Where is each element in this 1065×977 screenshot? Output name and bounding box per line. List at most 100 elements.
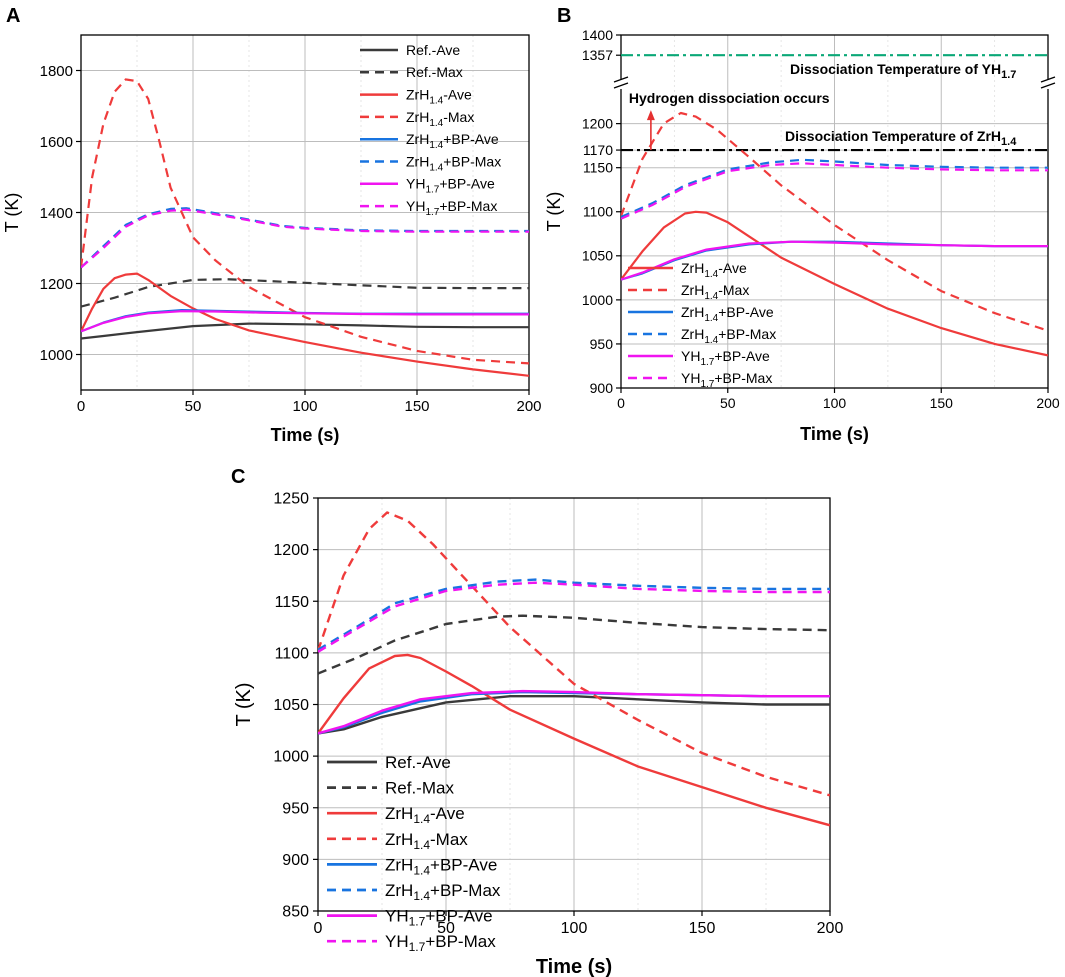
threshold-label: Dissociation Temperature of ZrH1.4 xyxy=(785,128,1017,148)
legend-label: Ref.-Ave xyxy=(385,753,451,772)
y-tick-label: 1000 xyxy=(273,749,309,766)
axis-break-gap xyxy=(615,79,627,89)
panel-a-chart: 0 50 100 150 200 1000 1200 1400 1600 1800 Time (s)… xyxy=(2,34,542,445)
y-axis-label: T (K) xyxy=(233,682,255,726)
y-tick-label: 1100 xyxy=(275,645,310,662)
series-line-Ref.-Max xyxy=(81,278,529,308)
x-tick-label: 0 xyxy=(617,395,625,411)
x-tick-label: 150 xyxy=(689,920,716,937)
series-line-ZrH1.4+BP-Max xyxy=(318,578,830,651)
x-tick-label: 200 xyxy=(817,920,844,937)
series-group xyxy=(318,511,830,827)
legend-label: Ref.-Max xyxy=(406,64,463,80)
legend-label: ZrH1.4+BP-Ave xyxy=(406,131,499,151)
panel-label-b: B xyxy=(557,5,571,27)
legend-label: YH1.7+BP-Max xyxy=(681,370,772,390)
legend-label: ZrH1.4-Max xyxy=(406,109,474,129)
y-tick-label: 1200 xyxy=(273,542,309,559)
threshold-label: Dissociation Temperature of YH1.7 xyxy=(790,61,1016,81)
series-line-ZrH1.4-Max xyxy=(621,111,1048,332)
x-tick-label: 50 xyxy=(437,920,455,937)
y-axis-label: T (K) xyxy=(2,193,22,233)
y-tick-label: 1000 xyxy=(40,347,73,364)
series-line-ZrH1.4-Ave xyxy=(318,653,830,827)
annotation-arrowhead xyxy=(646,110,655,121)
legend: Ref.-AveRef.-MaxZrH1.4-AveZrH1.4-MaxZrH1… xyxy=(360,42,501,218)
series-line-YH1.7+BP-Ave xyxy=(81,310,529,333)
x-tick-label: 100 xyxy=(292,398,317,415)
y-tick-label: 1800 xyxy=(40,63,73,80)
series-line-YH1.7+BP-Max xyxy=(318,581,830,653)
series-line-ZrH1.4-Ave xyxy=(621,210,1048,357)
legend-label: Ref.-Max xyxy=(385,779,454,798)
x-axis-label: Time (s) xyxy=(271,425,340,445)
y-tick-label: 950 xyxy=(282,800,309,817)
axis-break-mark xyxy=(1040,82,1056,89)
x-axis-label: Time (s) xyxy=(536,956,612,977)
y-tick-label: 1250 xyxy=(273,491,309,508)
legend-label: ZrH1.4+BP-Max xyxy=(385,881,501,903)
y-tick-label: 1357 xyxy=(582,47,613,63)
axis-break-mark xyxy=(1040,76,1056,83)
legend-label: YH1.7+BP-Ave xyxy=(385,907,493,929)
series-line-YH1.7+BP-Ave xyxy=(318,689,830,735)
series-line-ZrH1.4+BP-Max xyxy=(621,158,1048,219)
legend-label: ZrH1.4-Ave xyxy=(406,87,472,107)
series-line-ZrH1.4-Ave xyxy=(81,272,529,377)
y-tick-label: 1400 xyxy=(582,27,613,43)
legend: ZrH1.4-AveZrH1.4-MaxZrH1.4+BP-AveZrH1.4+… xyxy=(628,260,776,390)
legend-label: YH1.7+BP-Max xyxy=(385,932,496,954)
annotation-text: Hydrogen dissociation occurs xyxy=(629,90,830,106)
series-line-YH1.7+BP-Ave xyxy=(621,240,1048,281)
legend-label: ZrH1.4+BP-Ave xyxy=(385,855,497,877)
y-tick-label: 850 xyxy=(282,904,309,921)
legend-label: ZrH1.4+BP-Ave xyxy=(681,304,774,324)
series-line-Ref.-Ave xyxy=(318,695,830,735)
x-axis-label: Time (s) xyxy=(800,424,869,444)
series-line-Ref.-Ave xyxy=(81,322,529,340)
legend-label: YH1.7+BP-Max xyxy=(406,198,497,218)
series-line-ZrH1.4-Max xyxy=(81,78,529,365)
legend-label: ZrH1.4-Max xyxy=(385,830,468,852)
x-tick-label: 50 xyxy=(720,395,736,411)
x-tick-label: 50 xyxy=(185,398,202,415)
y-tick-label: 1050 xyxy=(582,248,613,264)
legend-label: YH1.7+BP-Ave xyxy=(681,348,770,368)
y-tick-label: 1400 xyxy=(40,205,73,222)
x-tick-label: 150 xyxy=(930,395,954,411)
y-tick-label: 1000 xyxy=(582,292,613,308)
series-line-YH1.7+BP-Max xyxy=(621,162,1048,220)
legend-label: ZrH1.4-Max xyxy=(681,282,749,302)
y-tick-label: 1170 xyxy=(583,142,613,158)
panel-b-chart: 0 50 100 150 200 900 950 1000 1050 1100 1150 1170 12… xyxy=(544,27,1060,444)
legend-label: ZrH1.4+BP-Max xyxy=(681,326,776,346)
panel-label-a: A xyxy=(6,5,20,27)
x-tick-label: 100 xyxy=(823,395,847,411)
legend-label: ZrH1.4+BP-Max xyxy=(406,153,501,173)
panel-label-c: C xyxy=(231,466,245,488)
x-tick-label: 0 xyxy=(77,398,85,415)
series-line-YH1.7+BP-Max xyxy=(81,208,529,269)
series-group xyxy=(81,78,529,377)
x-tick-label: 100 xyxy=(561,920,588,937)
y-tick-label: 1600 xyxy=(40,134,73,151)
y-tick-label: 900 xyxy=(590,380,614,396)
legend: Ref.-Ave Ref.-Max ZrH1.4-Ave ZrH1.4-Max ZrH1… xyxy=(327,753,501,954)
y-tick-label: 900 xyxy=(282,852,309,869)
axis-break-gap xyxy=(1042,79,1054,89)
axis-break-mark xyxy=(613,82,629,89)
legend-label: Ref.-Ave xyxy=(406,42,460,58)
y-tick-label: 1100 xyxy=(583,204,613,220)
legend-label: ZrH1.4-Ave xyxy=(385,804,465,826)
axis-break-mark xyxy=(613,76,629,83)
grid xyxy=(81,35,529,390)
series-line-Ref.-Max xyxy=(318,614,830,675)
y-tick-label: 1050 xyxy=(273,697,309,714)
y-tick-label: 1200 xyxy=(582,116,613,132)
y-tick-label: 1150 xyxy=(583,160,613,176)
panel-c-chart: 0 50 100 150 200 850 900 950 1000 1050 1100 1150 120… xyxy=(233,491,843,977)
legend-label: YH1.7+BP-Ave xyxy=(406,176,495,196)
x-tick-label: 200 xyxy=(1036,395,1060,411)
grid xyxy=(318,498,830,911)
